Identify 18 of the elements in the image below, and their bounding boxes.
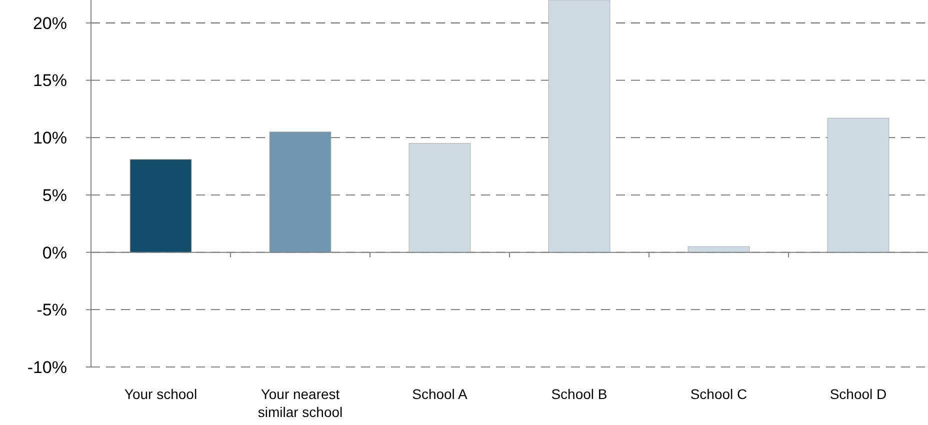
bar — [827, 118, 890, 253]
bar — [130, 159, 192, 253]
y-tick-label: -5% — [36, 300, 67, 320]
y-tick-label: -10% — [27, 358, 67, 377]
y-tick-label: 15% — [32, 71, 67, 90]
x-tick-label: School D — [830, 386, 887, 402]
x-tick-label: Your school — [124, 386, 198, 402]
bar — [548, 0, 610, 253]
x-tick-label: Your nearest similar school — [258, 386, 343, 420]
y-tick-label: 5% — [42, 186, 67, 205]
x-tick-label: School B — [551, 386, 608, 402]
y-tick-label: 10% — [32, 128, 67, 148]
bar — [408, 143, 471, 253]
y-tick-label: 20% — [32, 14, 67, 33]
y-tick-label: 0% — [42, 243, 67, 262]
x-tick-label: School C — [690, 386, 748, 402]
bar — [269, 132, 332, 253]
x-tick-label: School A — [412, 386, 468, 402]
